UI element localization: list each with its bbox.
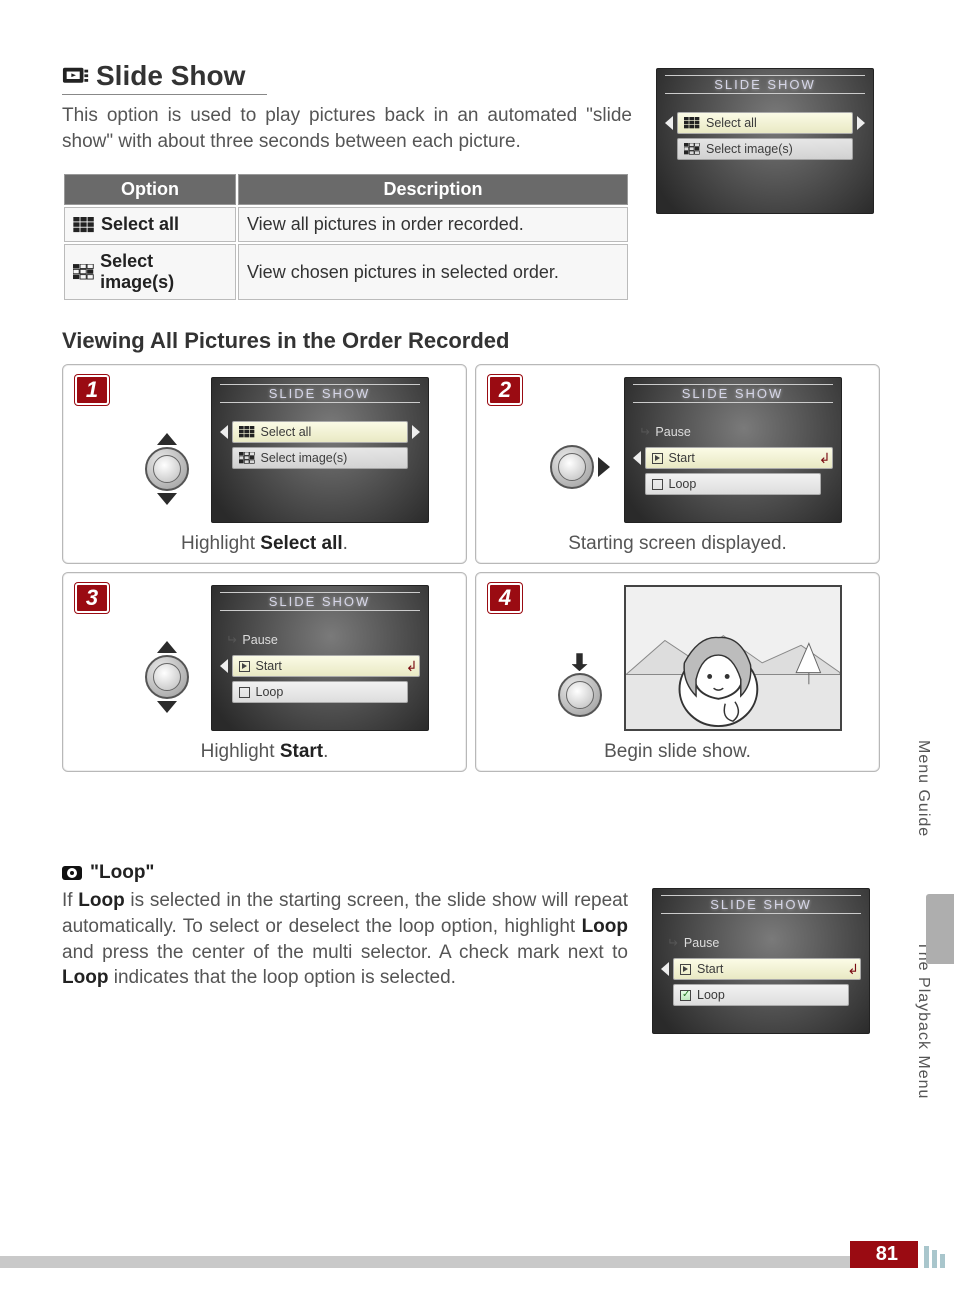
step-caption: Begin slide show. bbox=[488, 741, 867, 763]
menu-item-plain: ↵Pause bbox=[633, 421, 833, 443]
menu-item[interactable]: Select image(s) bbox=[220, 447, 420, 469]
menu-item[interactable]: Loop bbox=[661, 984, 861, 1006]
screen-title: SLIDE SHOW bbox=[220, 384, 420, 403]
selector-pad-icon bbox=[145, 655, 189, 699]
multi-selector[interactable] bbox=[137, 433, 197, 505]
multi-selector[interactable] bbox=[550, 445, 610, 489]
steps-grid: 1 SLIDE SHOW Select all Select image(s) … bbox=[62, 364, 880, 772]
footer-stripes-icon bbox=[924, 1246, 954, 1268]
step: 3 SLIDE SHOW ↵Pause Start↲ Loop Highligh… bbox=[62, 572, 467, 772]
screen-title: SLIDE SHOW bbox=[220, 592, 420, 611]
screen-title: SLIDE SHOW bbox=[633, 384, 833, 403]
menu-item-selected[interactable]: Start↲ bbox=[633, 447, 833, 469]
page-title: Slide Show bbox=[96, 60, 245, 92]
note-text: If Loop is selected in the starting scre… bbox=[62, 888, 628, 991]
step-caption: Highlight Start. bbox=[75, 741, 454, 763]
menu-item-selected[interactable]: Select all bbox=[665, 112, 865, 134]
tip-icon bbox=[62, 866, 82, 880]
option-label: Select image(s) bbox=[73, 251, 227, 293]
options-table: Option Description Select all View all p… bbox=[62, 172, 630, 302]
camera-screen: SLIDE SHOW ↵Pause Start↲ Loop bbox=[624, 377, 842, 523]
step: 2 SLIDE SHOW ↵Pause Start↲ Loop Starting… bbox=[475, 364, 880, 564]
menu-item-plain: ↵Pause bbox=[661, 932, 861, 954]
note-title: "Loop" bbox=[90, 862, 154, 884]
note-title-row: "Loop" bbox=[62, 862, 882, 884]
footer-bar bbox=[0, 1256, 853, 1268]
menu-item-selected[interactable]: Start↲ bbox=[220, 655, 420, 677]
option-label: Select all bbox=[73, 214, 227, 235]
camera-screen: SLIDE SHOW ↵Pause Start↲ Loop bbox=[211, 585, 429, 731]
side-screen: SLIDE SHOW Select all Select image(s) bbox=[656, 68, 871, 214]
step-caption: Starting screen displayed. bbox=[488, 533, 867, 555]
loop-note: "Loop" If Loop is selected in the starti… bbox=[62, 862, 882, 1034]
title-row: Slide Show bbox=[62, 60, 632, 92]
menu-item[interactable]: Loop bbox=[220, 681, 420, 703]
selector-pad-icon bbox=[145, 447, 189, 491]
subheading: Viewing All Pictures in the Order Record… bbox=[62, 328, 892, 354]
multi-selector[interactable] bbox=[550, 653, 610, 717]
options-th-option: Option bbox=[64, 174, 236, 205]
up-arrow-icon bbox=[157, 433, 177, 445]
screen-title: SLIDE SHOW bbox=[661, 895, 861, 914]
page: Slide Show This option is used to play p… bbox=[0, 0, 954, 1314]
option-desc: View chosen pictures in selected order. bbox=[238, 244, 628, 300]
left-arrow-icon bbox=[633, 451, 641, 465]
menu-item-selected[interactable]: Select all bbox=[220, 421, 420, 443]
options-th-desc: Description bbox=[238, 174, 628, 205]
note-screen: SLIDE SHOW ↵Pause Start↲ Loop bbox=[652, 888, 882, 1034]
menu-item[interactable]: Select image(s) bbox=[665, 138, 865, 160]
right-arrow-icon bbox=[598, 457, 610, 477]
camera-screen: SLIDE SHOW Select all Select image(s) bbox=[656, 68, 874, 214]
right-arrow-icon bbox=[857, 116, 865, 130]
side-tab-menu-guide: Menu Guide bbox=[910, 730, 936, 847]
down-arrow-icon bbox=[157, 493, 177, 505]
slideshow-icon bbox=[62, 65, 90, 87]
top-section: Slide Show This option is used to play p… bbox=[62, 60, 892, 302]
step: 1 SLIDE SHOW Select all Select image(s) … bbox=[62, 364, 467, 564]
intro-block: Slide Show This option is used to play p… bbox=[62, 60, 632, 302]
down-arrow-icon bbox=[157, 701, 177, 713]
step: 4 Begin slide show. bbox=[475, 572, 880, 772]
press-down-icon bbox=[572, 653, 588, 671]
note-row: If Loop is selected in the starting scre… bbox=[62, 888, 882, 1034]
intro-text: This option is used to play pictures bac… bbox=[62, 103, 632, 154]
camera-screen: SLIDE SHOW ↵Pause Start↲ Loop bbox=[652, 888, 870, 1034]
multi-selector[interactable] bbox=[137, 641, 197, 713]
left-arrow-icon bbox=[665, 116, 673, 130]
left-arrow-icon bbox=[661, 962, 669, 976]
selector-pad-icon bbox=[558, 673, 602, 717]
menu-item-selected[interactable]: Start↲ bbox=[661, 958, 861, 980]
menu-item-plain: ↵Pause bbox=[220, 629, 420, 651]
step-number: 2 bbox=[488, 375, 522, 405]
footer: 81 bbox=[0, 1241, 954, 1268]
menu-item[interactable]: Loop bbox=[633, 473, 833, 495]
screen-title: SLIDE SHOW bbox=[665, 75, 865, 94]
step-caption: Highlight Select all. bbox=[75, 533, 454, 555]
right-arrow-icon bbox=[412, 425, 420, 439]
left-arrow-icon bbox=[220, 425, 228, 439]
step-number: 4 bbox=[488, 583, 522, 613]
option-desc: View all pictures in order recorded. bbox=[238, 207, 628, 242]
side-tab-indicator bbox=[926, 894, 954, 964]
camera-screen: SLIDE SHOW Select all Select image(s) bbox=[211, 377, 429, 523]
step-number: 3 bbox=[75, 583, 109, 613]
sample-photo bbox=[624, 585, 842, 731]
left-arrow-icon bbox=[220, 659, 228, 673]
selector-pad-icon bbox=[550, 445, 594, 489]
page-number: 81 bbox=[850, 1241, 918, 1268]
up-arrow-icon bbox=[157, 641, 177, 653]
step-number: 1 bbox=[75, 375, 109, 405]
title-underline bbox=[62, 94, 267, 95]
